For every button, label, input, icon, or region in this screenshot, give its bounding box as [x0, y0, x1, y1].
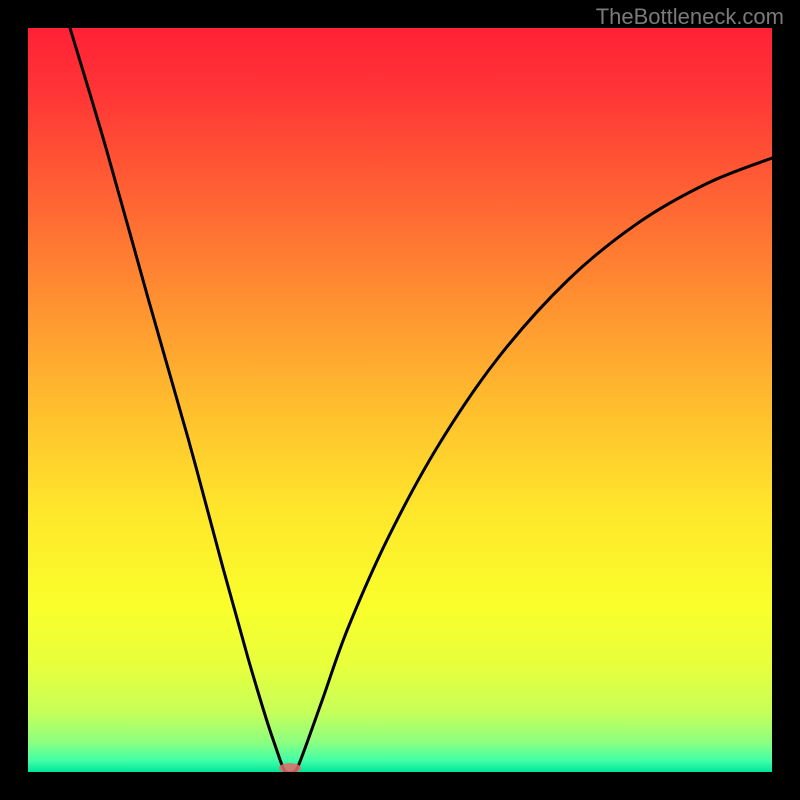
chart-container: TheBottleneck.com	[0, 0, 800, 800]
plot-area	[28, 28, 772, 772]
watermark-text: TheBottleneck.com	[596, 4, 784, 30]
gradient-background	[28, 28, 772, 772]
plot-svg	[28, 28, 772, 772]
